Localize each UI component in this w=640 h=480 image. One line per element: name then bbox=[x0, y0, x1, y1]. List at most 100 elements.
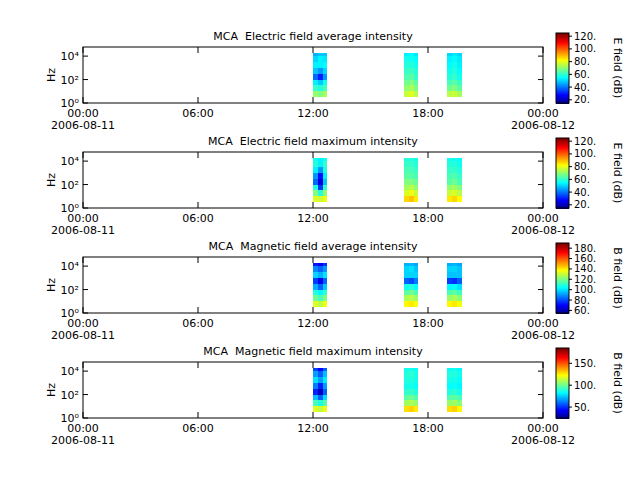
x-tick-label-line: 2006-08-11 bbox=[51, 329, 115, 342]
cell bbox=[414, 68, 419, 74]
y-tick bbox=[538, 103, 543, 104]
cell bbox=[414, 185, 419, 191]
cell bbox=[409, 389, 414, 395]
colorbar-step bbox=[556, 307, 569, 309]
cell bbox=[414, 284, 419, 290]
panel: MCA Magnetic field maximum intensity10⁰1… bbox=[45, 345, 624, 447]
x-tick bbox=[313, 412, 314, 418]
x-tick bbox=[313, 307, 314, 313]
colorbar-step bbox=[556, 401, 569, 403]
colorbar-step bbox=[556, 279, 569, 281]
cell bbox=[404, 91, 409, 97]
colorbar-step bbox=[556, 379, 569, 381]
colorbar-step bbox=[556, 38, 569, 40]
x-tick-label-line: 2006-08-11 bbox=[51, 434, 115, 447]
cell bbox=[404, 295, 409, 301]
cell bbox=[447, 272, 452, 278]
cell bbox=[404, 173, 409, 179]
colorbar-step bbox=[556, 43, 569, 45]
x-tick bbox=[543, 307, 544, 313]
cell bbox=[323, 80, 328, 86]
cell bbox=[414, 196, 419, 202]
cell bbox=[313, 91, 318, 97]
cell bbox=[452, 190, 457, 196]
colorbar-step bbox=[556, 276, 569, 278]
cell bbox=[323, 53, 328, 57]
cell bbox=[447, 263, 452, 267]
cell bbox=[323, 301, 328, 307]
colorbar-tick-label: 20. bbox=[574, 199, 590, 210]
x-tick-label-line: 18:00 bbox=[412, 422, 444, 435]
cell bbox=[318, 68, 323, 74]
colorbar-step bbox=[556, 410, 569, 412]
colorbar-step bbox=[556, 157, 569, 159]
cell bbox=[318, 278, 323, 284]
colorbar-step bbox=[556, 154, 569, 156]
cell bbox=[313, 383, 318, 389]
colorbar-step bbox=[556, 93, 569, 95]
colorbar-step bbox=[556, 268, 569, 270]
cell bbox=[457, 196, 462, 202]
colorbar-tick bbox=[569, 300, 572, 301]
colorbar-step bbox=[556, 39, 569, 41]
colorbar-step bbox=[556, 153, 569, 155]
colorbar-step bbox=[556, 177, 569, 179]
colorbar-step bbox=[556, 244, 569, 246]
x-tick bbox=[313, 202, 314, 208]
cell bbox=[404, 56, 409, 62]
colorbar-step bbox=[556, 50, 569, 52]
colorbar-step bbox=[556, 200, 569, 202]
colorbar-step bbox=[556, 203, 569, 205]
cell bbox=[318, 263, 323, 267]
cell bbox=[409, 295, 414, 301]
cell bbox=[313, 68, 318, 74]
cell bbox=[447, 185, 452, 191]
x-tick bbox=[198, 97, 199, 103]
colorbar-step bbox=[556, 66, 569, 68]
colorbar-tick-label: 80. bbox=[574, 161, 590, 172]
x-tick-label: 12:00 bbox=[297, 212, 329, 225]
cell bbox=[414, 389, 419, 395]
colorbar-tick bbox=[569, 289, 572, 290]
cell bbox=[323, 158, 328, 162]
colorbar-step bbox=[556, 64, 569, 66]
colorbar-step bbox=[556, 53, 569, 55]
y-tick bbox=[538, 289, 543, 290]
colorbar-step bbox=[556, 286, 569, 288]
colorbar-tick bbox=[569, 407, 572, 408]
cell bbox=[409, 68, 414, 74]
colorbar-step bbox=[556, 355, 569, 357]
cell bbox=[414, 190, 419, 196]
colorbar-step bbox=[556, 255, 569, 257]
cell bbox=[323, 284, 328, 290]
colorbar-step bbox=[556, 271, 569, 273]
colorbar: 60.80.100.120.140.160.180.B field (dB) bbox=[556, 243, 624, 316]
cell bbox=[457, 74, 462, 80]
colorbar-step bbox=[556, 71, 569, 73]
cell bbox=[313, 263, 318, 267]
colorbar-step bbox=[556, 51, 569, 53]
cell bbox=[452, 371, 457, 377]
x-tick-label: 06:00 bbox=[182, 317, 214, 330]
colorbar-step bbox=[556, 249, 569, 251]
plot-frame bbox=[83, 152, 543, 208]
cell bbox=[414, 272, 419, 278]
panel-title: MCA Electric field average intensity bbox=[213, 30, 413, 43]
cell bbox=[457, 371, 462, 377]
cell bbox=[457, 158, 462, 162]
cell bbox=[313, 295, 318, 301]
colorbar-step bbox=[556, 360, 569, 362]
cell bbox=[447, 91, 452, 97]
cells bbox=[313, 158, 462, 203]
cell bbox=[414, 161, 419, 167]
colorbar-step bbox=[556, 178, 569, 180]
colorbar-step bbox=[556, 292, 569, 294]
colorbar-tick bbox=[569, 99, 572, 100]
colorbar-step bbox=[556, 364, 569, 366]
cell bbox=[323, 179, 328, 185]
cell bbox=[404, 400, 409, 406]
colorbar-step bbox=[556, 283, 569, 285]
colorbar-step bbox=[556, 164, 569, 166]
colorbar-step bbox=[556, 198, 569, 200]
colorbar-step bbox=[556, 46, 569, 48]
